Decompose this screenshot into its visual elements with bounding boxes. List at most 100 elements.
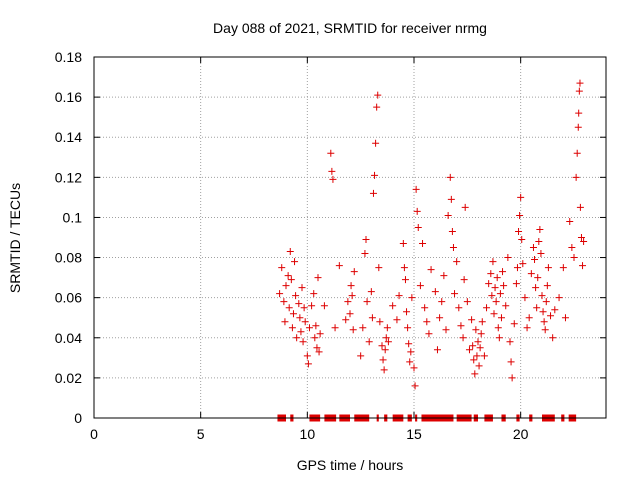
- x-tick-label: 0: [90, 426, 98, 442]
- x-axis-label: GPS time / hours: [297, 457, 404, 473]
- data-point: [413, 207, 421, 215]
- data-point: [313, 344, 321, 352]
- data-point: [312, 322, 320, 330]
- data-point: [379, 356, 387, 364]
- data-point: [292, 292, 300, 300]
- data-point: [463, 298, 471, 306]
- data-point: [335, 262, 343, 270]
- data-point: [395, 292, 403, 300]
- data-point: [535, 238, 543, 246]
- data-point: [570, 254, 578, 262]
- data-point: [574, 123, 582, 131]
- data-point: [537, 250, 545, 258]
- data-point: [476, 344, 484, 352]
- data-point: [405, 340, 413, 348]
- data-point: [440, 272, 448, 280]
- data-point: [515, 227, 523, 235]
- data-point: [488, 292, 496, 300]
- data-point: [365, 338, 373, 346]
- data-point: [289, 310, 297, 318]
- data-point: [320, 302, 328, 310]
- data-point: [438, 298, 446, 306]
- data-point: [436, 314, 444, 322]
- data-point: [389, 302, 397, 310]
- data-point: [516, 211, 524, 219]
- data-point: [427, 266, 435, 274]
- data-point: [444, 211, 452, 219]
- plot-frame: [93, 56, 607, 419]
- data-point: [457, 322, 465, 330]
- data-point: [507, 358, 515, 366]
- x-tick-label: 15: [406, 426, 422, 442]
- data-point: [399, 240, 407, 248]
- data-point: [310, 290, 318, 298]
- data-point: [468, 316, 476, 324]
- data-point: [519, 260, 527, 268]
- data-point: [280, 298, 288, 306]
- data-point: [433, 346, 441, 354]
- data-point: [543, 282, 551, 290]
- data-point: [523, 324, 531, 332]
- data-point: [485, 280, 493, 288]
- data-point: [419, 240, 427, 248]
- data-point: [533, 304, 541, 312]
- data-point: [293, 334, 301, 342]
- data-point: [291, 258, 299, 266]
- data-point: [471, 370, 479, 378]
- data-point: [380, 366, 388, 374]
- tick-labels: 0 5 10 15 20 0 0.02 0.04 0.06 0.08 0.1 0.12 0.14 0.16…: [55, 49, 529, 442]
- data-point: [555, 294, 563, 302]
- data-point: [383, 324, 391, 332]
- data-point: [299, 338, 307, 346]
- data-point: [278, 264, 286, 272]
- data-point: [316, 330, 324, 338]
- data-point: [573, 149, 581, 157]
- data-point: [304, 360, 312, 368]
- data-point: [470, 356, 478, 364]
- y-tick-label: 0.14: [55, 129, 82, 145]
- data-point: [369, 189, 377, 197]
- data-point: [448, 227, 456, 235]
- data-point: [478, 318, 486, 326]
- data-point: [297, 328, 305, 336]
- data-point: [300, 304, 308, 312]
- data-point: [373, 103, 381, 111]
- data-point: [580, 238, 588, 246]
- data-point: [491, 284, 499, 292]
- data-point: [423, 318, 431, 326]
- data-point: [284, 272, 292, 280]
- data-point: [327, 149, 335, 157]
- data-point: [473, 352, 481, 360]
- data-point: [477, 330, 485, 338]
- data-point: [362, 236, 370, 244]
- data-point: [475, 362, 483, 370]
- data-point: [406, 358, 414, 366]
- data-point: [378, 342, 386, 350]
- data-point: [276, 290, 284, 298]
- data-point: [506, 338, 514, 346]
- data-point: [502, 302, 510, 310]
- data-point: [539, 308, 547, 316]
- data-point: [295, 300, 303, 308]
- data-point: [431, 288, 439, 296]
- data-point: [342, 316, 350, 324]
- data-point: [288, 324, 296, 332]
- data-point: [494, 324, 502, 332]
- data-point: [474, 338, 482, 346]
- grid: [94, 57, 606, 418]
- data-point: [298, 284, 306, 292]
- data-point: [579, 262, 587, 270]
- data-point: [541, 326, 549, 334]
- data-point: [499, 268, 507, 276]
- data-point: [407, 348, 415, 356]
- data-point: [359, 324, 367, 332]
- data-point: [480, 352, 488, 360]
- x-tick-label: 5: [197, 426, 205, 442]
- chart-title: Day 088 of 2021, SRMTID for receiver nrm…: [213, 20, 487, 36]
- data-point: [329, 175, 337, 183]
- y-tick-label: 0: [74, 410, 82, 426]
- data-point: [285, 304, 293, 312]
- data-point: [348, 292, 356, 300]
- data-point: [459, 334, 467, 342]
